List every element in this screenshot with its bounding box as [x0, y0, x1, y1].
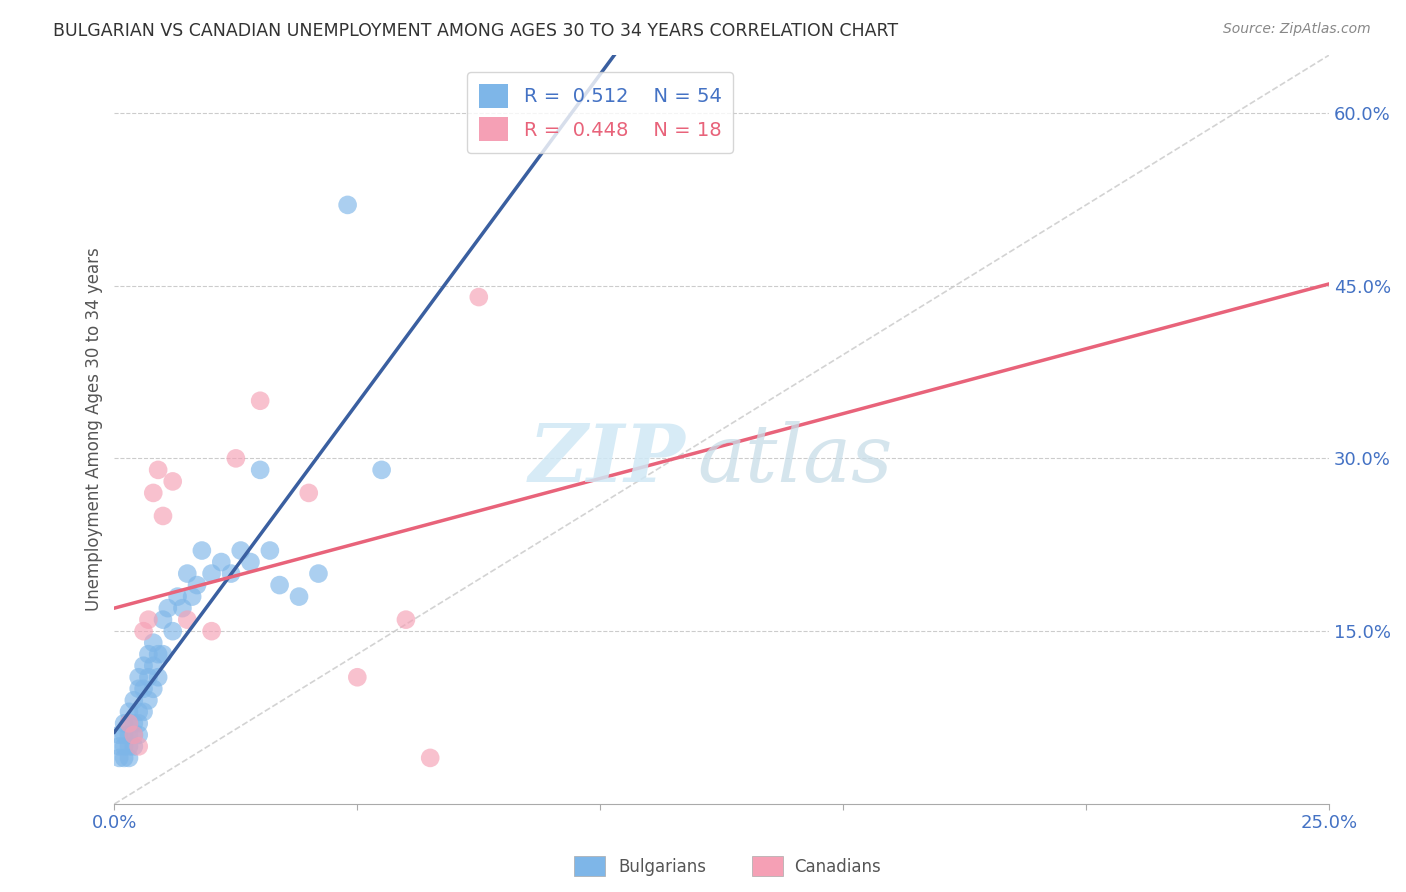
Point	[209, 555, 232, 569]
Point	[288, 590, 311, 604]
Point	[346, 670, 368, 684]
Point	[219, 566, 242, 581]
Point	[156, 601, 179, 615]
Point	[132, 624, 155, 639]
Point	[122, 716, 145, 731]
Point	[142, 636, 165, 650]
Point	[152, 613, 174, 627]
Text: atlas: atlas	[697, 421, 893, 499]
Point	[395, 613, 418, 627]
Point	[132, 658, 155, 673]
Point	[112, 728, 135, 742]
Text: Canadians: Canadians	[794, 858, 882, 876]
Point	[118, 716, 141, 731]
Point	[128, 681, 150, 696]
Point	[118, 739, 141, 754]
Point	[176, 566, 198, 581]
Point	[162, 624, 184, 639]
Point	[200, 566, 222, 581]
Point	[112, 716, 135, 731]
Text: Source: ZipAtlas.com: Source: ZipAtlas.com	[1223, 22, 1371, 37]
Point	[370, 463, 392, 477]
Text: BULGARIAN VS CANADIAN UNEMPLOYMENT AMONG AGES 30 TO 34 YEARS CORRELATION CHART: BULGARIAN VS CANADIAN UNEMPLOYMENT AMONG…	[53, 22, 898, 40]
Point	[229, 543, 252, 558]
Point	[108, 751, 131, 765]
Point	[336, 198, 359, 212]
Point	[191, 543, 214, 558]
Point	[146, 670, 169, 684]
Point	[118, 716, 141, 731]
Point	[142, 658, 165, 673]
Point	[128, 716, 150, 731]
Point	[176, 613, 198, 627]
Point	[122, 693, 145, 707]
Point	[122, 728, 145, 742]
Point	[172, 601, 194, 615]
Point	[138, 647, 160, 661]
Point	[132, 705, 155, 719]
Point	[162, 475, 184, 489]
Text: Bulgarians: Bulgarians	[619, 858, 707, 876]
Point	[200, 624, 222, 639]
Point	[249, 463, 271, 477]
Point	[186, 578, 208, 592]
Point	[308, 566, 330, 581]
Point	[269, 578, 291, 592]
Text: ZIP: ZIP	[529, 421, 685, 499]
Point	[112, 751, 135, 765]
Point	[132, 681, 155, 696]
Point	[108, 728, 131, 742]
Point	[166, 590, 188, 604]
Point	[249, 393, 271, 408]
Legend: R =  0.512    N = 54, R =  0.448    N = 18: R = 0.512 N = 54, R = 0.448 N = 18	[467, 72, 733, 153]
Point	[468, 290, 491, 304]
Y-axis label: Unemployment Among Ages 30 to 34 years: Unemployment Among Ages 30 to 34 years	[86, 248, 103, 611]
Point	[142, 486, 165, 500]
Point	[138, 613, 160, 627]
Point	[128, 739, 150, 754]
Point	[128, 728, 150, 742]
Point	[118, 751, 141, 765]
Point	[181, 590, 204, 604]
Point	[146, 647, 169, 661]
Point	[118, 705, 141, 719]
Point	[128, 705, 150, 719]
Point	[419, 751, 441, 765]
Point	[225, 451, 247, 466]
Point	[118, 728, 141, 742]
Point	[239, 555, 262, 569]
Point	[138, 670, 160, 684]
Point	[122, 739, 145, 754]
Point	[259, 543, 281, 558]
Point	[122, 728, 145, 742]
Point	[146, 463, 169, 477]
Point	[112, 739, 135, 754]
Point	[142, 681, 165, 696]
Point	[128, 670, 150, 684]
Point	[138, 693, 160, 707]
Point	[108, 739, 131, 754]
Point	[298, 486, 321, 500]
Point	[152, 508, 174, 523]
Point	[152, 647, 174, 661]
